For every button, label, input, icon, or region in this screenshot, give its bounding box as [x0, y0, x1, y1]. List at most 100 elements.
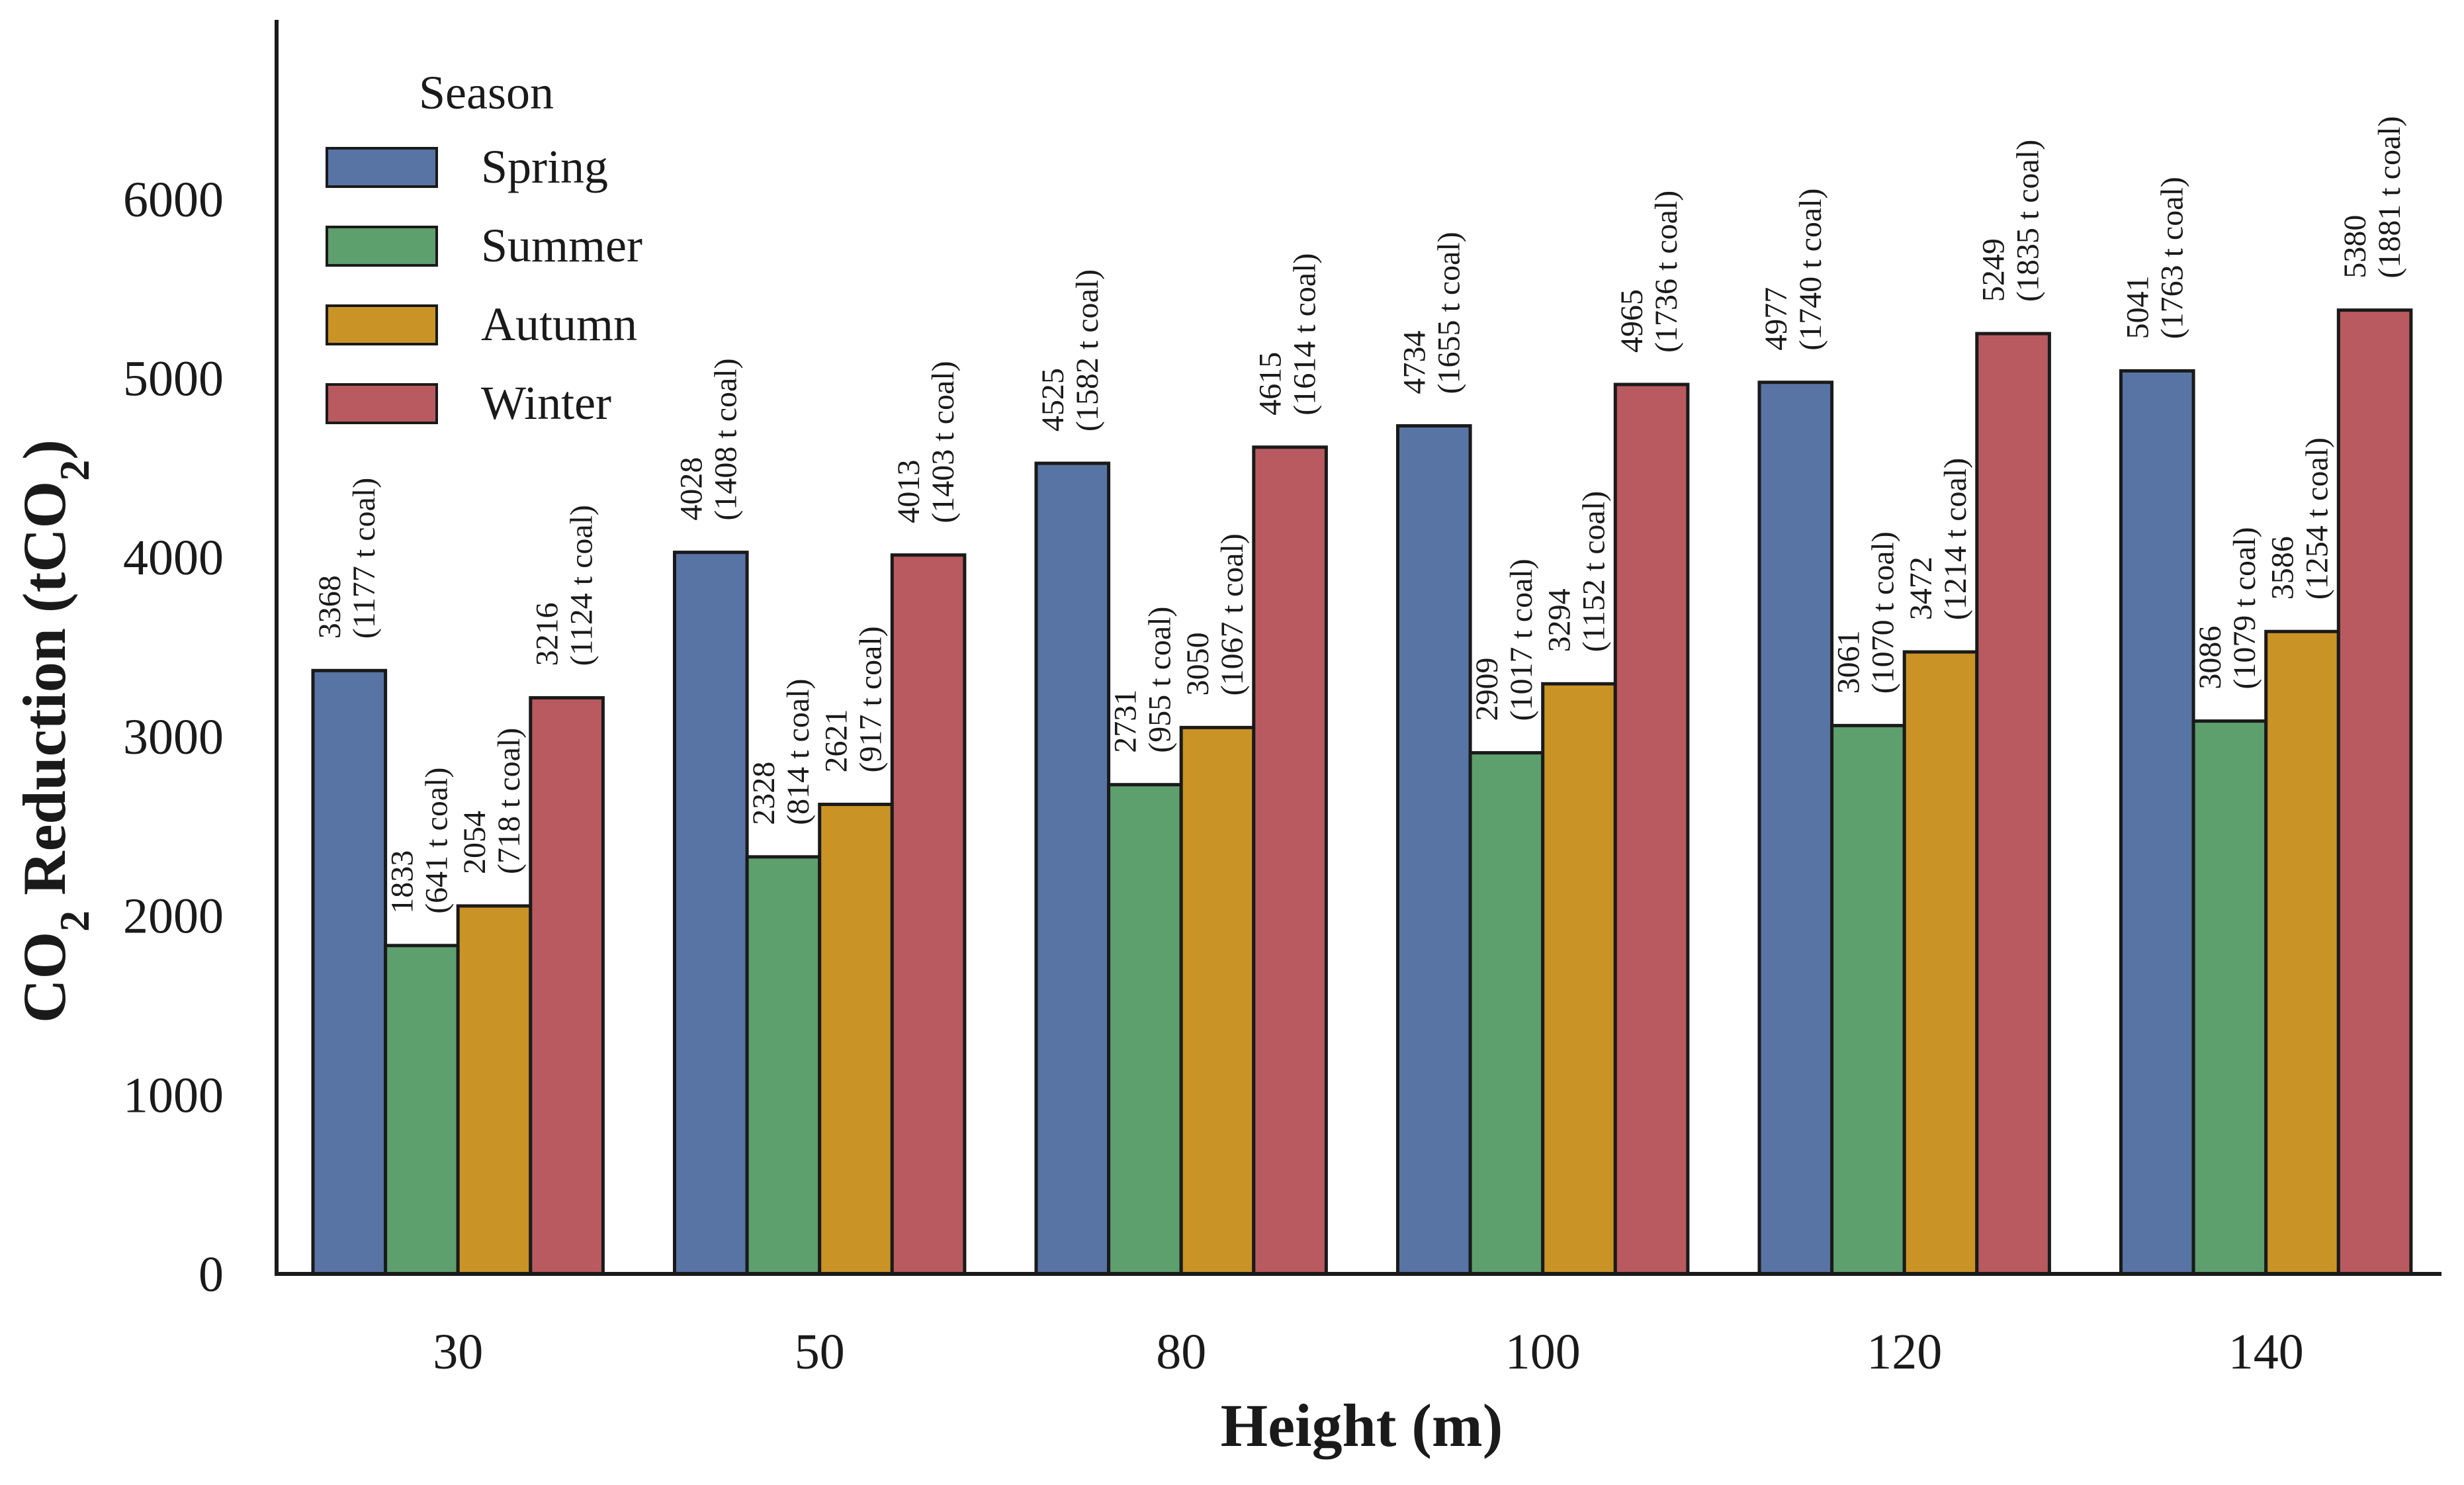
- legend-label-spring: Spring: [481, 140, 608, 193]
- bar-value-label: 4615: [1253, 352, 1288, 416]
- bar-coal-label: (1736 t coal): [1649, 191, 1684, 353]
- x-axis-ticks: 30 50 80 100 120 140: [433, 1324, 2304, 1380]
- bar-summer: [1468, 751, 1545, 1276]
- x-tick-label: 30: [433, 1324, 483, 1380]
- legend-swatch-winter: [326, 383, 438, 424]
- bars-layer: [311, 308, 2413, 1276]
- bar-autumn: [1902, 650, 1979, 1276]
- bar-value-label: 5249: [1976, 238, 2011, 302]
- x-tick-label: 50: [795, 1324, 845, 1380]
- bar-autumn: [2264, 629, 2340, 1276]
- bar-value-label: 3294: [1542, 588, 1577, 652]
- bar-label: 2731 (955 t coal): [1108, 606, 1177, 752]
- bar-value-label: 2731: [1108, 690, 1143, 753]
- x-tick-label: 100: [1505, 1324, 1581, 1380]
- bar-autumn: [1541, 682, 1617, 1276]
- bar-label: 3294 (1152 t coal): [1542, 491, 1612, 652]
- bar-label: 2328 (814 t coal): [746, 679, 816, 825]
- y-tick-label: 4000: [123, 530, 224, 586]
- bar-value-label: 4977: [1759, 287, 1794, 351]
- bar-value-label: 4965: [1614, 289, 1650, 353]
- legend-title: Season: [419, 66, 554, 119]
- y-tick-label: 0: [198, 1247, 224, 1302]
- bar-coal-label: (1655 t coal): [1431, 232, 1466, 394]
- bar-autumn: [456, 904, 533, 1276]
- bar-summer: [384, 944, 460, 1276]
- bar-value-label: 5041: [2120, 275, 2155, 339]
- bar-value-label: 3061: [1831, 630, 1866, 694]
- bar-value-label: 4028: [674, 457, 709, 521]
- bar-value-label: 4013: [891, 460, 926, 523]
- bar-coal-label: (955 t coal): [1142, 606, 1177, 752]
- bar-value-label: 4734: [1397, 331, 1432, 394]
- legend: Season Spring Summer Autumn Winter: [326, 66, 642, 429]
- bar-coal-label: (1067 t coal): [1215, 533, 1250, 696]
- bar-value-label: 3586: [2266, 536, 2301, 600]
- bar-coal-label: (1177 t coal): [347, 478, 382, 639]
- bar-value-label: 2328: [746, 762, 781, 825]
- bar-autumn: [818, 802, 894, 1276]
- y-axis-title: CO2 Reduction (tCO2): [11, 439, 98, 1023]
- bar-coal-label: (718 t coal): [492, 728, 527, 874]
- legend-swatch-summer: [326, 226, 438, 267]
- bar-coal-label: (1835 t coal): [2011, 140, 2046, 302]
- bar-value-labels: 3368 (1177 t coal) 1833 (641 t coal) 2054 (71…: [312, 116, 2407, 913]
- bar-label: 5249 (1835 t coal): [1976, 140, 2046, 302]
- y-tick-label: 3000: [123, 709, 224, 765]
- bar-coal-label: (1124 t coal): [564, 505, 599, 666]
- bar-spring: [2119, 369, 2195, 1276]
- legend-label-summer: Summer: [481, 219, 642, 272]
- legend-label-winter: Winter: [481, 377, 611, 429]
- bar-coal-label: (641 t coal): [419, 768, 454, 914]
- bar-spring: [1396, 424, 1472, 1276]
- bar-coal-label: (1017 t coal): [1504, 559, 1539, 721]
- bar-value-label: 3368: [312, 575, 347, 639]
- bar-label: 1833 (641 t coal): [384, 768, 454, 914]
- y-tick-label: 6000: [123, 172, 224, 228]
- bar-spring: [311, 668, 388, 1276]
- x-axis-title: Height (m): [1221, 1392, 1503, 1459]
- bar-label: 2621 (917 t coal): [819, 626, 889, 772]
- bar-coal-label: (1070 t coal): [1865, 531, 1900, 694]
- bar-coal-label: (1763 t coal): [2154, 177, 2189, 339]
- bar-label: 4525 (1582 t coal): [1035, 269, 1105, 431]
- bar-autumn: [1179, 725, 1256, 1276]
- bar-winter: [1975, 332, 2051, 1276]
- bar-summer: [1107, 783, 1183, 1276]
- bar-coal-label: (1214 t coal): [1938, 458, 1973, 620]
- bar-label: 4734 (1655 t coal): [1397, 232, 1466, 394]
- bar-label: 4965 (1736 t coal): [1614, 191, 1684, 353]
- bar-coal-label: (814 t coal): [781, 679, 816, 825]
- legend-swatch-autumn: [326, 304, 438, 345]
- bar-label: 3086 (1079 t coal): [2193, 527, 2262, 689]
- bar-winter: [890, 553, 967, 1276]
- y-tick-label: 1000: [123, 1067, 224, 1123]
- y-tick-label: 5000: [123, 351, 224, 407]
- bar-value-label: 2909: [1470, 658, 1505, 721]
- bar-label: 3472 (1214 t coal): [1904, 458, 1973, 620]
- bar-value-label: 5380: [2338, 215, 2373, 279]
- bar-value-label: 3086: [2193, 626, 2228, 690]
- bar-value-label: 3472: [1904, 557, 1939, 620]
- bar-coal-label: (1881 t coal): [2372, 116, 2407, 278]
- bar-label: 3061 (1070 t coal): [1831, 531, 1900, 694]
- bar-label: 2054 (718 t coal): [457, 728, 527, 874]
- legend-label-autumn: Autumn: [481, 298, 637, 351]
- bar-label: 3586 (1254 t coal): [2266, 437, 2335, 600]
- x-tick-label: 80: [1156, 1324, 1206, 1380]
- bar-value-label: 3216: [530, 602, 565, 666]
- bar-label: 4013 (1403 t coal): [891, 361, 961, 523]
- bar-summer: [2191, 719, 2268, 1276]
- bar-winter: [529, 696, 605, 1276]
- bar-coal-label: (1614 t coal): [1288, 253, 1323, 415]
- bar-coal-label: (1403 t coal): [926, 361, 961, 523]
- bar-label: 3368 (1177 t coal): [312, 478, 382, 639]
- bar-label: 4977 (1740 t coal): [1759, 188, 1828, 350]
- bar-winter: [2336, 308, 2413, 1276]
- x-tick-label: 140: [2228, 1324, 2304, 1380]
- bar-label: 5041 (1763 t coal): [2120, 177, 2189, 339]
- bar-value-label: 2054: [457, 811, 492, 874]
- bar-spring: [1034, 461, 1111, 1276]
- legend-swatch-spring: [326, 147, 438, 188]
